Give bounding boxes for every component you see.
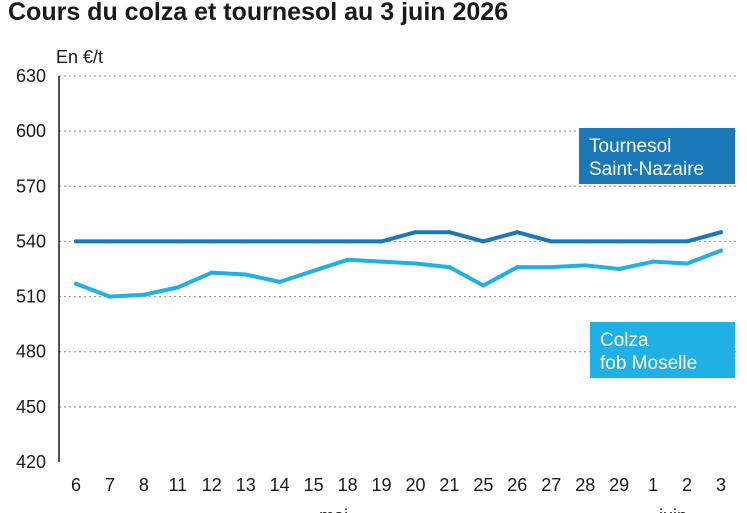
x-tick-label: 2 <box>682 475 692 495</box>
x-tick-label: 28 <box>575 475 595 495</box>
series-lines <box>74 230 723 299</box>
x-tick-label: 6 <box>71 475 81 495</box>
data-point <box>719 248 723 253</box>
data-point <box>209 239 214 244</box>
data-point <box>175 239 180 244</box>
x-tick-label: 14 <box>270 475 290 495</box>
data-point <box>549 265 554 270</box>
series-line-1 <box>74 248 723 299</box>
data-point <box>175 285 180 290</box>
data-point <box>719 230 723 235</box>
x-tick-label: 27 <box>541 475 561 495</box>
y-tick-label: 630 <box>16 66 46 86</box>
month-label: juin <box>658 506 687 513</box>
data-point <box>107 239 112 244</box>
data-point <box>617 239 622 244</box>
x-tick-label: 18 <box>338 475 358 495</box>
y-tick-label: 540 <box>16 231 46 251</box>
x-tick-label: 26 <box>507 475 527 495</box>
legend-label: fob Moselle <box>600 353 697 374</box>
chart-title: Cours du colza et tournesol au 3 juin 20… <box>8 0 508 26</box>
x-tick-label: 15 <box>304 475 324 495</box>
x-axis-ticks: 6 7 8 11 12 13 14 15 18 19 20 21 25 26 27 28 29 1 2 3 <box>71 475 726 495</box>
x-tick-label: 13 <box>236 475 256 495</box>
x-tick-label: 21 <box>439 475 459 495</box>
data-point <box>277 279 282 284</box>
data-point <box>481 283 486 288</box>
data-point <box>617 267 622 271</box>
data-point <box>74 281 78 286</box>
legend-label: Colza <box>600 330 649 351</box>
data-point <box>413 261 418 266</box>
data-point <box>107 294 112 299</box>
x-tick-label: 3 <box>716 475 726 495</box>
data-point <box>311 239 316 244</box>
legend-box <box>579 128 735 184</box>
data-point <box>209 270 214 275</box>
y-axis-unit-label: En €/t <box>56 47 103 67</box>
x-tick-label: 8 <box>139 475 149 495</box>
data-point <box>141 239 146 244</box>
legend-box <box>590 322 735 378</box>
y-tick-label: 510 <box>16 287 46 307</box>
month-labels: mai juin <box>319 506 687 513</box>
x-tick-label: 7 <box>105 475 115 495</box>
y-tick-label: 570 <box>16 176 46 196</box>
y-tick-label: 600 <box>16 121 46 141</box>
x-tick-label: 1 <box>648 475 658 495</box>
data-point <box>74 239 78 244</box>
data-point <box>685 261 690 266</box>
x-tick-label: 29 <box>609 475 629 495</box>
month-label: mai <box>319 506 348 513</box>
data-point <box>583 239 588 244</box>
data-point <box>583 263 588 268</box>
data-point <box>345 239 350 244</box>
data-point <box>311 268 316 273</box>
data-point <box>651 239 656 244</box>
series-line-0 <box>74 230 723 244</box>
data-point <box>243 239 248 244</box>
y-tick-label: 420 <box>16 452 46 472</box>
data-point <box>515 265 520 270</box>
x-tick-label: 19 <box>372 475 392 495</box>
data-point <box>277 239 282 244</box>
data-point <box>515 230 520 235</box>
data-point <box>413 230 418 235</box>
data-point <box>651 259 656 264</box>
legend-label: Tournesol <box>589 136 671 157</box>
data-point <box>379 239 384 244</box>
data-point <box>549 239 554 244</box>
y-tick-label: 480 <box>16 342 46 362</box>
x-tick-label: 11 <box>168 475 187 495</box>
data-point <box>345 257 350 262</box>
data-point <box>447 265 452 270</box>
x-tick-label: 25 <box>473 475 493 495</box>
data-point <box>685 239 690 244</box>
y-tick-label: 450 <box>16 397 46 417</box>
legend-label: Saint-Nazaire <box>589 159 704 180</box>
data-point <box>379 259 384 264</box>
y-axis-ticks: 630 600 570 540 510 480 450 420 <box>16 66 46 472</box>
x-tick-label: 12 <box>202 475 222 495</box>
data-point <box>141 292 146 297</box>
data-point <box>481 239 486 244</box>
x-tick-label: 20 <box>405 475 425 495</box>
data-point <box>243 272 248 277</box>
data-point <box>447 230 452 235</box>
